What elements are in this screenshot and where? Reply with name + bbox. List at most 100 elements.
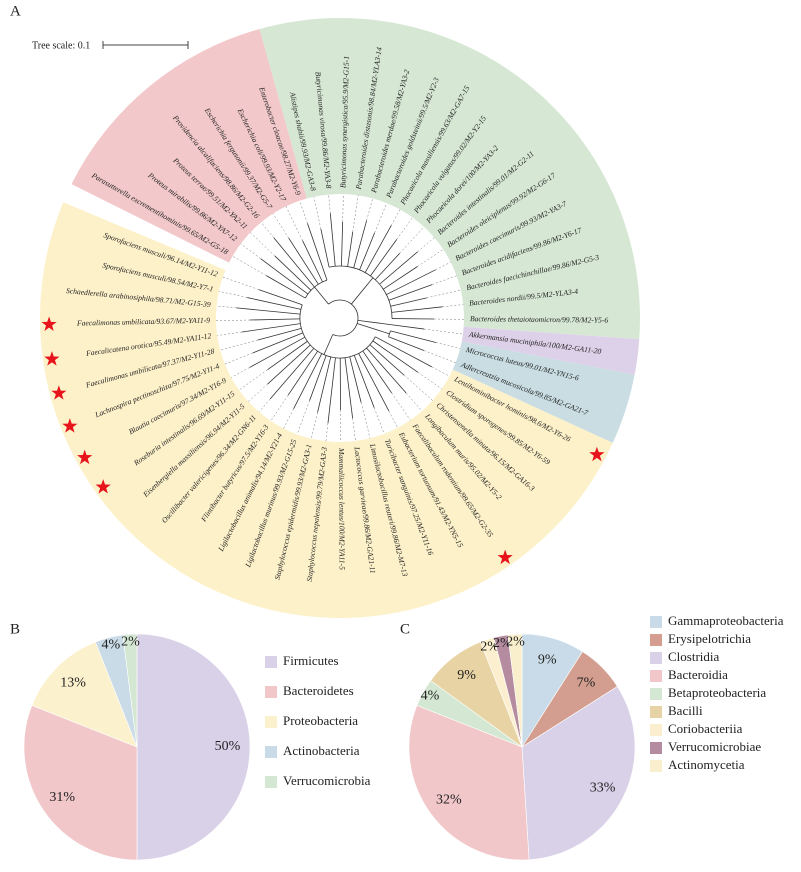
branch bbox=[317, 356, 332, 413]
leaf-label: Butyricimonas synergistica/95.9/M2-G15-1 bbox=[338, 56, 351, 188]
branch bbox=[390, 330, 437, 343]
branch bbox=[247, 297, 302, 310]
slice-label: 50% bbox=[215, 739, 241, 754]
leaf-connector bbox=[283, 408, 294, 429]
legend-label: Clostridia bbox=[668, 649, 720, 664]
branch bbox=[388, 284, 433, 301]
legend-swatch bbox=[265, 776, 277, 788]
leaf-connector bbox=[232, 255, 267, 276]
leaf-connector bbox=[260, 222, 275, 238]
leaf-connector bbox=[424, 328, 463, 335]
branch bbox=[258, 289, 303, 306]
star-marker bbox=[589, 446, 605, 462]
leaf-connector bbox=[432, 275, 457, 285]
branch bbox=[307, 223, 328, 281]
branch bbox=[236, 307, 301, 315]
leaf-connector bbox=[374, 203, 387, 233]
leaf-connector bbox=[391, 392, 411, 421]
leaf-connector bbox=[431, 366, 450, 377]
legend-swatch bbox=[265, 656, 277, 668]
star-marker bbox=[77, 449, 93, 465]
legend-label: Gammaproteobacteria bbox=[668, 613, 784, 628]
legend-label: Betaproteobacteria bbox=[668, 685, 766, 700]
pie-chart: C9%7%33%32%4%9%2%2%2%Gammaproteobacteria… bbox=[400, 613, 784, 861]
legend-swatch bbox=[650, 688, 662, 700]
leaf-connector bbox=[388, 410, 398, 428]
legend-label: Firmicutes bbox=[283, 653, 339, 668]
leaf-connector bbox=[426, 289, 461, 299]
branch bbox=[299, 304, 376, 359]
leaf-connector bbox=[258, 398, 271, 413]
leaf-connector bbox=[352, 418, 356, 442]
branch bbox=[302, 240, 323, 283]
leaf-connector bbox=[373, 407, 385, 434]
branch bbox=[257, 327, 302, 341]
legend-swatch bbox=[650, 634, 662, 646]
legend-swatch bbox=[265, 746, 277, 758]
branch bbox=[269, 348, 315, 400]
branch bbox=[241, 323, 301, 333]
star-marker bbox=[51, 385, 67, 400]
branch bbox=[370, 239, 398, 277]
legend-swatch bbox=[650, 670, 662, 682]
star-marker bbox=[95, 479, 111, 494]
branch bbox=[344, 357, 354, 419]
leaf-connector bbox=[238, 369, 268, 391]
branch bbox=[391, 306, 443, 313]
branch bbox=[383, 266, 418, 290]
legend-swatch bbox=[650, 706, 662, 718]
branch bbox=[260, 258, 309, 295]
pie-slice bbox=[23, 705, 138, 861]
panel-label: A bbox=[10, 3, 21, 19]
pie-slice bbox=[408, 705, 530, 861]
branch bbox=[379, 251, 418, 285]
clade-sector bbox=[71, 28, 307, 263]
leaf-connector bbox=[325, 423, 329, 442]
legend-label: Proteobacteria bbox=[283, 713, 358, 728]
branch bbox=[357, 323, 390, 335]
leaf-connector bbox=[405, 392, 423, 412]
leaf-connector bbox=[240, 243, 261, 259]
branch bbox=[359, 232, 376, 270]
leaf-connector bbox=[299, 200, 308, 224]
leaf-connector bbox=[313, 196, 322, 230]
tree-branches bbox=[216, 194, 464, 442]
legend-swatch bbox=[265, 686, 277, 698]
branch bbox=[372, 340, 419, 373]
star-marker bbox=[44, 351, 60, 366]
branch bbox=[320, 228, 330, 268]
slice-label: 4% bbox=[102, 637, 121, 652]
branch bbox=[328, 299, 359, 337]
branch bbox=[287, 350, 319, 396]
star-marker bbox=[497, 549, 513, 565]
leaf-connector bbox=[399, 226, 425, 254]
branch bbox=[357, 319, 380, 324]
leaf-connector bbox=[224, 352, 253, 365]
leaf-connector bbox=[435, 342, 461, 349]
legend-label: Actinobacteria bbox=[283, 743, 360, 758]
legend-swatch bbox=[265, 716, 277, 728]
branch bbox=[250, 318, 301, 321]
branch bbox=[386, 269, 436, 295]
slice-label: 9% bbox=[538, 652, 557, 667]
pie-chart: B 50% 31% 13% 4% 2% Firmicutes Bacteroidetes Pro… bbox=[10, 621, 371, 861]
leaf-label: Mammaliicoccus lentus/100/M2-YA11-5 bbox=[337, 447, 347, 570]
leaf-connector bbox=[218, 291, 248, 298]
tree-scale-bar bbox=[102, 41, 189, 49]
slice-label: 9% bbox=[457, 668, 476, 683]
branch bbox=[309, 355, 327, 401]
leaf-connector bbox=[442, 304, 464, 308]
slice-label: 2% bbox=[493, 636, 512, 651]
legend-swatch bbox=[650, 742, 662, 754]
leaf-connector bbox=[220, 339, 258, 351]
legend-label: Bacteroidetes bbox=[283, 683, 354, 698]
panel-label: B bbox=[10, 621, 20, 637]
branch bbox=[353, 220, 367, 268]
branch bbox=[388, 336, 425, 351]
slice-label: 2% bbox=[121, 634, 140, 649]
leaf-connector bbox=[296, 400, 310, 435]
slice-label: 2% bbox=[480, 639, 499, 654]
leaf-connector bbox=[423, 350, 456, 364]
